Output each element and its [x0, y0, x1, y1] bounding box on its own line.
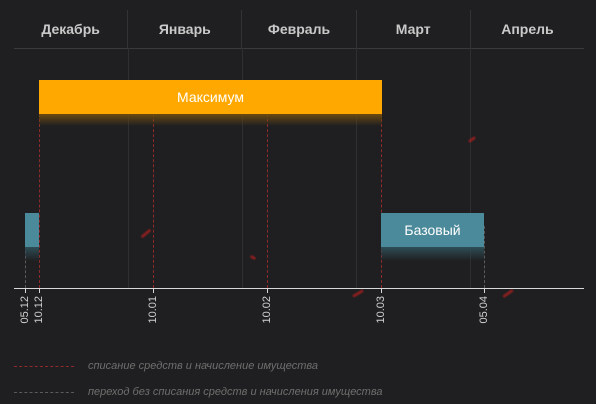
legend-debit-swatch	[14, 365, 74, 367]
basic-tariff-bar[interactable]: Базовый	[381, 213, 484, 247]
maximum-tariff-bar[interactable]: Максимум	[39, 80, 382, 114]
legend-debit-text: списание средств и начисление имущества	[88, 360, 319, 372]
date-label: 10.01	[147, 296, 159, 324]
axis-tick	[39, 288, 40, 293]
month-january: Январь	[128, 10, 243, 48]
debit-marker-line	[267, 114, 268, 288]
month-march: Март	[357, 10, 471, 48]
spark-decoration	[352, 289, 364, 298]
legend-transfer: переход без списания средств и начислени…	[14, 386, 382, 398]
spark-decoration	[502, 288, 514, 299]
basic-bar-glow	[25, 247, 39, 261]
axis-tick	[153, 288, 154, 293]
date-label: 10.03	[375, 296, 387, 324]
timeline-axis	[14, 288, 584, 289]
debit-marker-line	[381, 114, 382, 288]
transfer-marker-line	[484, 226, 485, 288]
date-label: 10.12	[33, 296, 45, 324]
debit-marker-line	[39, 114, 40, 288]
month-december: Декабрь	[14, 10, 129, 48]
month-header: Декабрь Январь Февраль Март Апрель	[14, 10, 584, 49]
basic-tariff-bar-start[interactable]	[25, 213, 39, 247]
date-label: 05.04	[478, 296, 490, 324]
month-february: Февраль	[242, 10, 357, 48]
month-april: Апрель	[501, 21, 554, 37]
month-divider	[356, 48, 357, 288]
date-label: 10.02	[261, 296, 273, 324]
axis-tick	[25, 288, 26, 293]
legend-transfer-swatch	[14, 391, 74, 393]
axis-tick	[267, 288, 268, 293]
axis-tick	[484, 288, 485, 293]
month-divider	[470, 48, 471, 288]
spark-decoration	[140, 228, 152, 239]
spark-decoration	[249, 254, 257, 261]
debit-marker-line	[153, 114, 154, 288]
legend-transfer-text: переход без списания средств и начислени…	[88, 386, 383, 398]
date-label: 05.12	[19, 296, 31, 324]
month-divider	[242, 48, 243, 288]
legend-debit: списание средств и начисление имущества	[14, 360, 318, 372]
basic-bar-glow	[381, 247, 484, 261]
maximum-bar-glow	[39, 114, 382, 126]
axis-tick	[381, 288, 382, 293]
month-divider	[128, 48, 129, 288]
